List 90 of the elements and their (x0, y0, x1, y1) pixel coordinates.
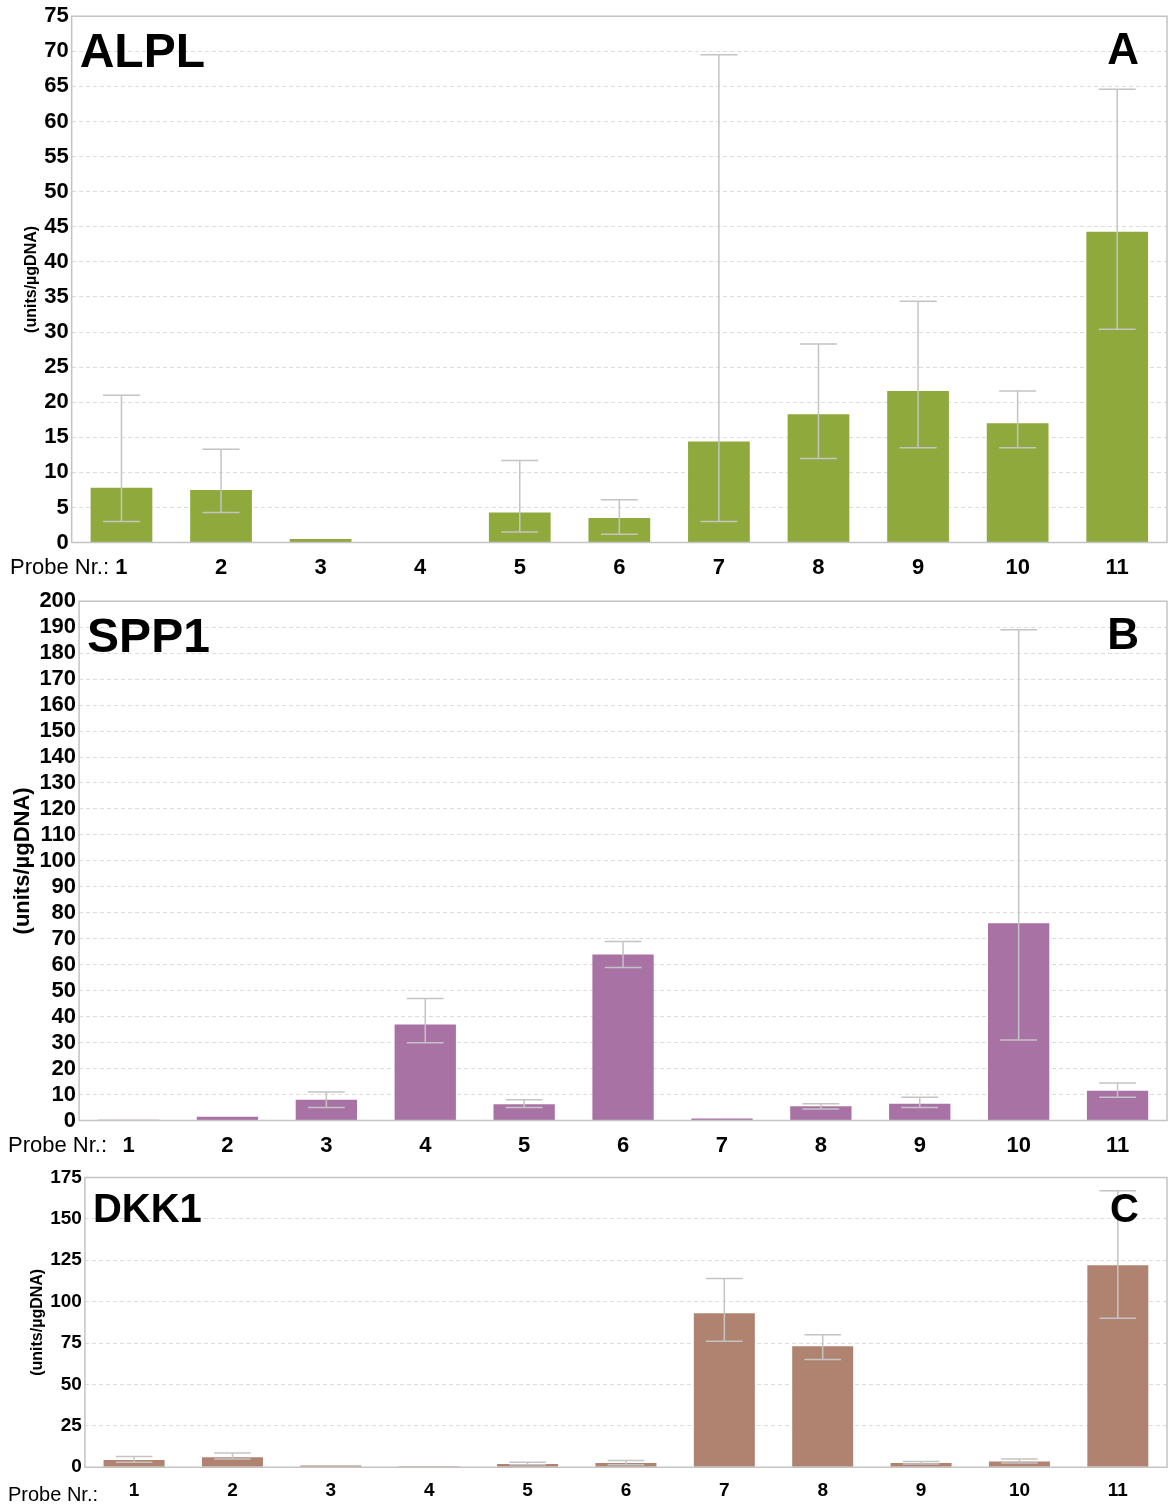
x-axis-title: Probe Nr.: (10, 553, 110, 579)
y-tick-label: 25 (60, 1414, 83, 1436)
x-tick-label: 9 (913, 1131, 926, 1157)
y-tick-label: 25 (44, 353, 69, 379)
y-tick-label: 55 (44, 142, 69, 168)
x-tick-label: 7 (715, 1131, 729, 1157)
y-tick-label: 20 (51, 1054, 77, 1080)
x-tick-label: 7 (719, 1478, 730, 1500)
y-tick-label: 30 (44, 318, 69, 344)
y-tick-label: 10 (51, 1080, 77, 1106)
x-tick-label: 11 (1107, 1478, 1129, 1500)
y-tick-label: 40 (44, 247, 69, 273)
y-tick-label: 160 (39, 691, 77, 717)
x-tick-label: 5 (513, 553, 526, 579)
y-tick-label: 0 (71, 1455, 82, 1477)
x-tick-label: 3 (325, 1478, 337, 1500)
y-tick-label: 0 (56, 528, 69, 554)
x-tick-label: 4 (414, 553, 428, 579)
y-tick-label: 175 (50, 1165, 83, 1187)
x-tick-label: 1 (115, 553, 128, 579)
y-tick-label: 125 (50, 1248, 83, 1270)
y-axis-title: (units/µgDNA) (28, 1268, 46, 1376)
y-tick-label: 80 (51, 898, 77, 924)
y-tick-label: 90 (51, 872, 77, 898)
y-tick-label: 190 (39, 613, 77, 639)
x-tick-label: 5 (522, 1478, 534, 1500)
y-tick-label: 50 (60, 1372, 82, 1394)
x-tick-label: 5 (518, 1131, 531, 1157)
x-tick-label: 6 (613, 553, 626, 579)
y-tick-label: 130 (39, 769, 77, 795)
x-tick-label: 10 (1006, 1131, 1031, 1157)
y-tick-label: 50 (51, 976, 77, 1002)
x-tick-label: 9 (911, 553, 925, 579)
y-tick-label: 70 (51, 924, 77, 950)
x-tick-label: 8 (817, 1478, 828, 1500)
y-axis-title: (units/µgDNA) (9, 787, 35, 935)
y-tick-label: 60 (51, 950, 77, 976)
annotation: B (1107, 609, 1139, 659)
x-tick-label: 2 (221, 1131, 234, 1157)
y-tick-label: 180 (39, 639, 77, 665)
y-tick-label: 65 (44, 72, 69, 98)
y-tick-label: 100 (50, 1289, 82, 1311)
y-tick-label: 0 (63, 1106, 77, 1132)
x-tick-label: 1 (128, 1478, 140, 1500)
x-tick-label: 4 (423, 1478, 435, 1500)
x-tick-label: 6 (620, 1478, 632, 1500)
y-tick-label: 30 (51, 1028, 77, 1054)
x-tick-label: 4 (419, 1131, 433, 1157)
x-tick-label: 10 (1005, 553, 1030, 579)
y-tick-label: 15 (44, 423, 69, 449)
y-tick-label: 150 (50, 1207, 82, 1229)
y-axis-title: (units/µgDNA) (22, 225, 40, 333)
y-tick-label: 75 (60, 1331, 83, 1353)
x-axis-title: Probe Nr.: (8, 1482, 99, 1505)
x-axis-title: Probe Nr.: (8, 1131, 108, 1157)
x-tick-label: 11 (1105, 1131, 1130, 1157)
chart-title: SPP1 (87, 609, 210, 663)
x-tick-label: 2 (214, 553, 228, 579)
y-tick-label: 20 (44, 388, 69, 414)
y-tick-label: 10 (44, 458, 69, 484)
x-tick-label: 11 (1105, 553, 1129, 579)
y-tick-label: 50 (44, 177, 69, 203)
y-tick-label: 100 (39, 846, 77, 872)
annotation: A (1107, 24, 1139, 74)
y-tick-label: 170 (39, 665, 77, 691)
x-tick-label: 6 (616, 1131, 630, 1157)
x-tick-label: 8 (812, 553, 825, 579)
y-tick-label: 60 (44, 107, 69, 133)
y-tick-label: 150 (39, 717, 77, 743)
y-tick-label: 200 (39, 587, 77, 613)
chart-title: ALPL (79, 24, 205, 78)
y-tick-label: 110 (40, 820, 77, 846)
x-tick-label: 7 (712, 553, 726, 579)
x-tick-label: 2 (227, 1478, 238, 1500)
chart-title: DKK1 (92, 1186, 202, 1231)
x-tick-label: 10 (1008, 1478, 1031, 1500)
x-tick-label: 3 (320, 1131, 333, 1157)
x-tick-label: 3 (314, 553, 327, 579)
y-tick-label: 35 (44, 283, 69, 309)
annotation: C (1110, 1186, 1139, 1231)
y-tick-label: 120 (39, 795, 77, 821)
y-tick-label: 40 (51, 1002, 77, 1028)
x-tick-label: 8 (814, 1131, 827, 1157)
x-tick-label: 9 (915, 1478, 927, 1500)
x-tick-label: 1 (122, 1131, 135, 1157)
y-tick-label: 75 (44, 2, 69, 28)
y-tick-label: 5 (56, 493, 69, 519)
y-tick-label: 140 (39, 743, 77, 769)
y-tick-label: 70 (44, 37, 69, 63)
y-tick-label: 45 (44, 212, 69, 238)
